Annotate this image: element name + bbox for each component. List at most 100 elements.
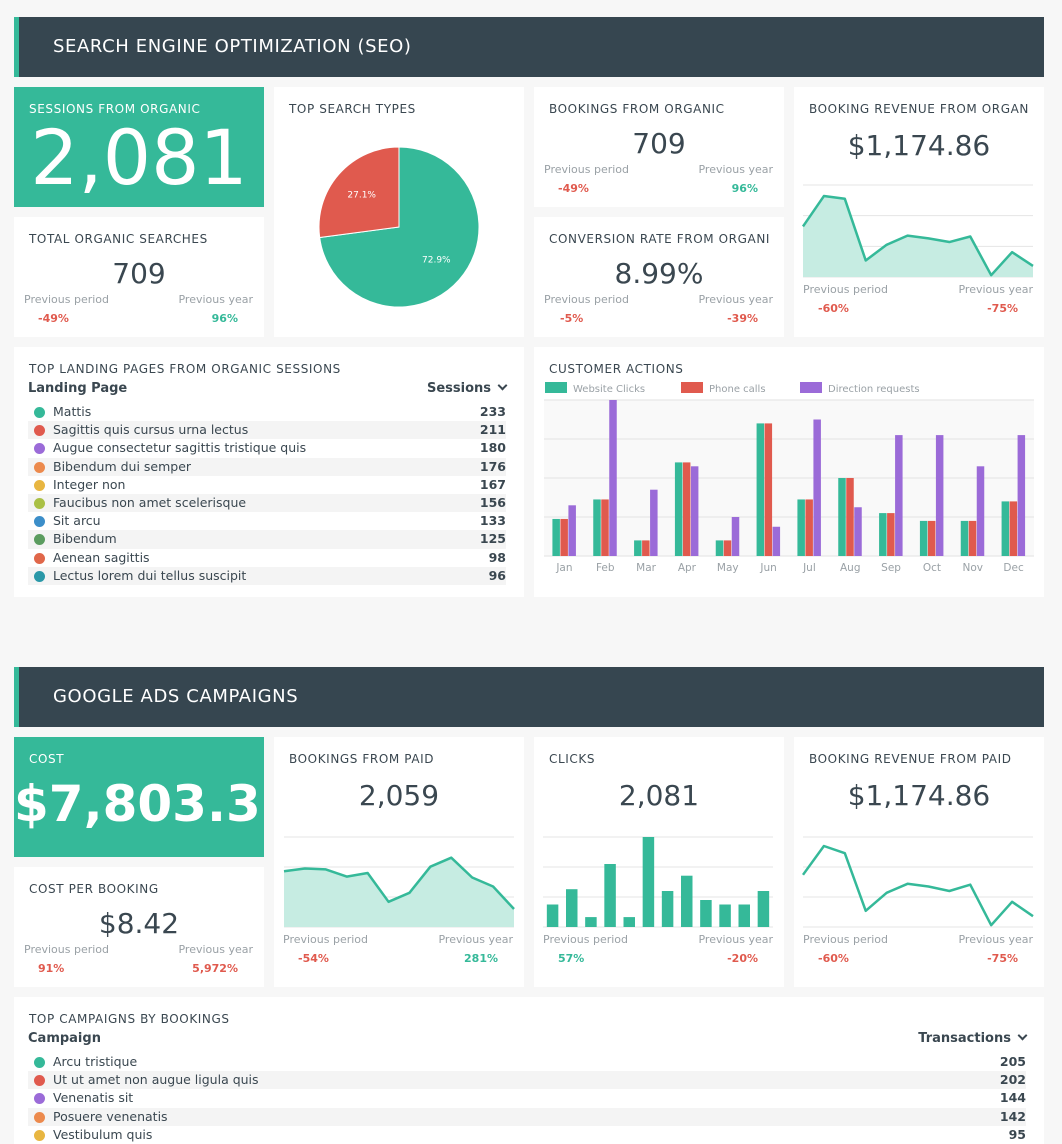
legend-dot-icon — [34, 407, 45, 418]
chart-bar — [757, 891, 770, 927]
booking-revenue-paid-card[interactable]: BOOKING REVENUE FROM PAID $1,174.86 Prev… — [794, 737, 1044, 987]
campaign-column-header: Campaign — [28, 1031, 101, 1046]
campaigns-card[interactable]: TOP CAMPAIGNS BY BOOKINGS Campaign Trans… — [14, 997, 1044, 1144]
sessions-sort-header[interactable]: Sessions — [427, 380, 508, 396]
chart-bar — [772, 526, 781, 556]
list-item-label: Bibendum — [53, 531, 117, 547]
chart-bar — [650, 489, 658, 556]
list-item-value: 95 — [1008, 1126, 1026, 1142]
list-item-value: 156 — [479, 494, 506, 510]
prev-period-label: Previous period — [24, 293, 110, 306]
list-item-label: Sagittis quis cursus urna lectus — [53, 422, 249, 438]
ads-section-header: GOOGLE ADS CAMPAIGNS — [14, 667, 1044, 727]
list-item[interactable]: Ut ut amet non augue ligula quis 202 — [28, 1071, 1026, 1090]
total-organic-searches-card[interactable]: TOTAL ORGANIC SEARCHES 709 Previous peri… — [14, 217, 264, 337]
prev-year-label: Previous year — [698, 933, 773, 946]
list-item[interactable]: Bibendum 125 — [28, 530, 506, 549]
prev-period-label: Previous period — [803, 933, 889, 946]
campaigns-title: TOP CAMPAIGNS BY BOOKINGS — [29, 1012, 230, 1026]
chart-line — [283, 856, 515, 910]
prev-period-label: Previous period — [803, 283, 889, 296]
campaigns-header: Campaign Transactions — [28, 1030, 1028, 1049]
list-item-label: Arcu tristique — [53, 1054, 138, 1069]
bookings-organic-card[interactable]: BOOKINGS FROM ORGANIC 709 Previous perio… — [534, 87, 784, 207]
list-item[interactable]: Sit arcu 133 — [28, 512, 506, 530]
list-item[interactable]: Augue consectetur sagittis tristique qui… — [28, 439, 506, 457]
landing-pages-title: TOP LANDING PAGES FROM ORGANIC SESSIONS — [29, 362, 341, 376]
booking-revenue-organic-card[interactable]: BOOKING REVENUE FROM ORGAN $1,174.86 Pre… — [794, 87, 1044, 337]
legend-dot-icon — [34, 1057, 45, 1068]
chart-bar — [682, 462, 691, 556]
legend-label: Website Clicks — [573, 384, 645, 395]
x-tick-label: Dec — [1003, 562, 1024, 574]
legend-dot-icon — [34, 425, 45, 437]
chart-bar — [960, 520, 969, 556]
x-tick-label: Jan — [555, 562, 572, 574]
list-item[interactable]: Vestibulum quis 95 — [28, 1126, 1026, 1144]
prev-year-change: -39% — [727, 312, 758, 325]
chart-bar — [895, 435, 903, 556]
chart-bar — [700, 900, 712, 927]
list-item[interactable]: Mattis 233 — [28, 403, 506, 421]
pie-slice-label: 27.1% — [347, 190, 376, 200]
list-item-value: 96 — [488, 567, 506, 583]
list-item-value: 180 — [479, 440, 506, 456]
customer-actions-card[interactable]: CUSTOMER ACTIONS Website Clicks Phone cal… — [534, 347, 1044, 597]
chart-bar — [1017, 435, 1026, 556]
prev-period-label: Previous period — [544, 163, 630, 176]
list-item-value: 98 — [488, 549, 506, 565]
top-search-types-card[interactable]: TOP SEARCH TYPES 72.9% 27.1% — [274, 87, 524, 337]
list-item-value: 167 — [479, 476, 506, 492]
prev-period-change: 91% — [38, 962, 65, 975]
landing-pages-card[interactable]: TOP LANDING PAGES FROM ORGANIC SESSIONS … — [14, 347, 524, 597]
bookings-paid-title: BOOKINGS FROM PAID — [289, 752, 435, 766]
cost-per-booking-card[interactable]: COST PER BOOKING $8.42 Previous period 9… — [14, 867, 264, 987]
chart-bar — [609, 400, 617, 556]
chevron-down-icon — [497, 380, 508, 391]
list-item[interactable]: Sagittis quis cursus urna lectus 211 — [28, 421, 506, 440]
x-tick-label: Sep — [881, 562, 901, 574]
clicks-card[interactable]: CLICKS 2,081 Previous period 57% Previou… — [534, 737, 784, 987]
prev-year-label: Previous year — [698, 163, 773, 176]
conversion-rate-card[interactable]: CONVERSION RATE FROM ORGANI 8.99% Previo… — [534, 217, 784, 337]
ads-section-title: GOOGLE ADS CAMPAIGNS — [53, 686, 299, 707]
chart-bar — [846, 478, 854, 556]
prev-year-change: -20% — [727, 952, 758, 965]
conversion-rate-title: CONVERSION RATE FROM ORGANI — [549, 232, 771, 246]
list-item-label: Ut ut amet non augue ligula quis — [53, 1072, 259, 1088]
bookings-paid-card[interactable]: BOOKINGS FROM PAID 2,059 Previous period… — [274, 737, 524, 987]
list-item[interactable]: Aenean sagittis 98 — [28, 549, 506, 567]
list-item[interactable]: Integer non 167 — [28, 476, 506, 494]
cost-per-booking-value: $8.42 — [98, 907, 180, 940]
list-item[interactable]: Faucibus non amet scelerisque 156 — [28, 493, 506, 513]
legend-dot-icon — [34, 552, 45, 564]
total-organic-searches-value: 709 — [112, 257, 166, 290]
chart-bar — [879, 513, 887, 556]
list-item-label: Mattis — [53, 404, 92, 419]
list-item[interactable]: Bibendum dui semper 176 — [28, 457, 506, 476]
cost-card[interactable]: COST $7,803.37 — [14, 737, 264, 857]
list-item[interactable]: Lectus lorem dui tellus suscipit 96 — [28, 566, 506, 585]
legend-dot-icon — [34, 497, 45, 509]
sessions-organic-card[interactable]: SESSIONS FROM ORGANIC 2,081 — [14, 87, 264, 207]
prev-year-change: 5,972% — [192, 962, 238, 975]
chart-bar — [661, 891, 674, 927]
prev-period-change: -5% — [560, 312, 584, 325]
list-item[interactable]: Venenatis sit 144 — [28, 1089, 1026, 1107]
cost-value: $7,803.37 — [14, 775, 264, 833]
chart-line — [801, 194, 1034, 277]
list-item[interactable]: Posuere venenatis 142 — [28, 1107, 1026, 1126]
transactions-column-label: Transactions — [918, 1031, 1011, 1046]
booking-revenue-organic-value: $1,174.86 — [847, 129, 991, 162]
chart-bar — [674, 462, 683, 556]
booking-revenue-paid-title: BOOKING REVENUE FROM PAID — [809, 752, 1012, 766]
x-tick-label: Jun — [759, 562, 776, 574]
transactions-sort-header[interactable]: Transactions — [918, 1030, 1028, 1046]
chart-bar — [552, 518, 560, 556]
list-item-value: 202 — [999, 1072, 1026, 1088]
list-item[interactable]: Arcu tristique 205 — [28, 1053, 1026, 1071]
bookings-organic-value: 709 — [632, 127, 686, 160]
conversion-rate-value: 8.99% — [614, 257, 704, 290]
list-item-value: 233 — [479, 404, 506, 419]
x-tick-label: Mar — [636, 562, 656, 574]
